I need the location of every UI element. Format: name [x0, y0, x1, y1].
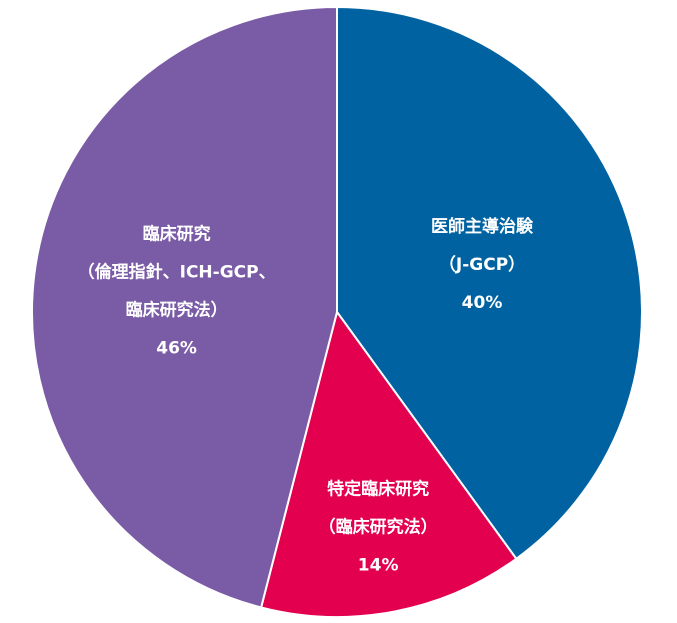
pie-slice: [336, 5, 643, 561]
value-label: 14%: [358, 556, 399, 576]
slice-label: 臨床研究法）: [126, 300, 228, 321]
pie-slice: [259, 309, 518, 618]
slice-label: 臨床研究: [143, 224, 211, 245]
value-label: 46%: [156, 339, 197, 359]
slice-label: （J-GCP）: [439, 254, 525, 275]
slice-label: （臨床研究法）: [319, 517, 438, 538]
slice-label: （倫理指針、ICH-GCP、: [78, 262, 276, 283]
slice-label: 特定臨床研究: [327, 479, 429, 500]
value-label: 40%: [462, 293, 503, 313]
pie-slice: [31, 5, 338, 609]
slice-label: 医師主導治験: [431, 216, 534, 237]
